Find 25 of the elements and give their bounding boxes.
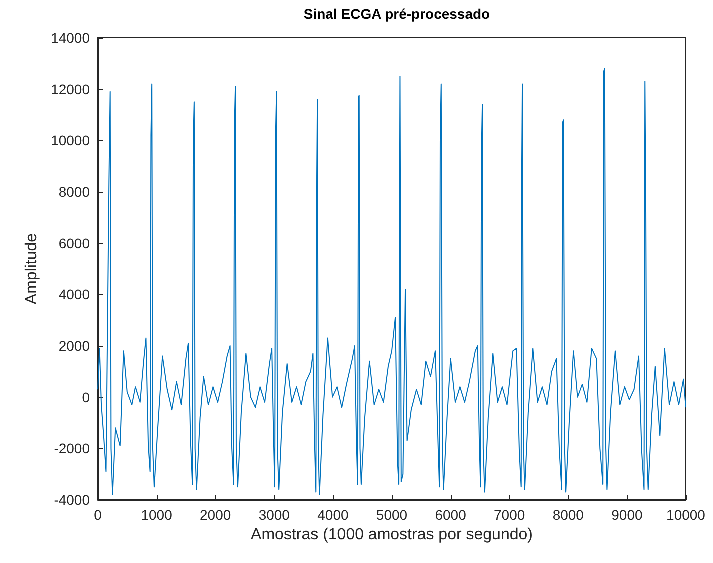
line-series [98,68,686,496]
y-axis-title: Amplitude [24,233,41,305]
x-tick-label: 1000 [141,507,173,523]
x-tick-label: 7000 [494,507,526,523]
y-tick-label: 2000 [58,338,90,354]
chart-title: Sinal ECGA pré-processado [304,6,490,22]
y-tick-label: 14000 [51,30,90,46]
y-tick-label: 0 [82,389,90,406]
x-tick-label: 0 [94,507,102,523]
y-tick-label: 8000 [58,184,90,200]
x-tick-label: 3000 [258,507,290,523]
x-tick-label: 5000 [376,507,408,523]
x-tick-label: 2000 [200,507,232,523]
x-tick-label: 10000 [666,507,706,523]
y-tick-label: 10000 [51,132,90,149]
x-tick-label: 9000 [612,507,643,523]
x-axis-title: Amostras (1000 amostras por segundo) [251,526,533,544]
y-tick-label: -2000 [54,440,90,457]
x-tick-label: 6000 [435,507,467,523]
y-tick-label: 6000 [58,235,90,252]
y-tick-label: 4000 [58,286,90,303]
y-tick-label: -4000 [54,492,90,508]
y-tick-label: 12000 [51,81,90,98]
x-tick-label: 4000 [318,507,349,523]
x-tick-label: 8000 [552,507,584,523]
